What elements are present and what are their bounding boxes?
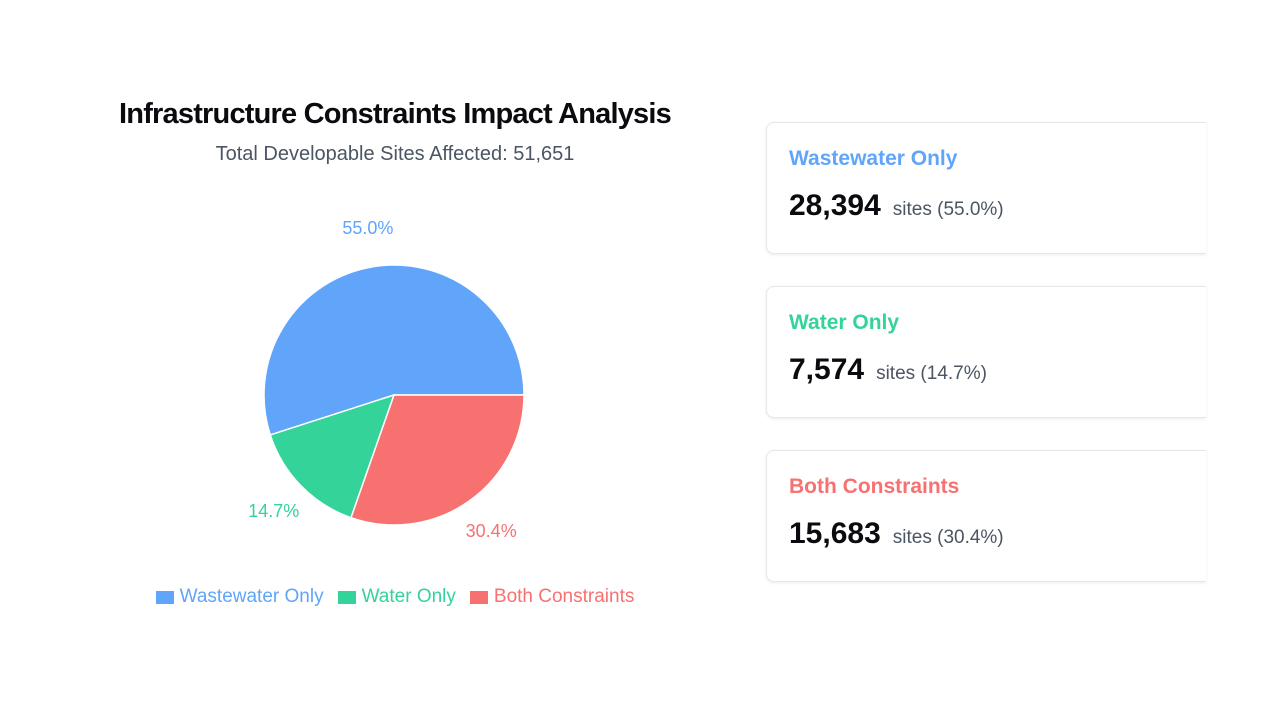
legend-label-both: Both Constraints xyxy=(493,586,635,607)
legend-swatch-water xyxy=(337,590,356,604)
card-value-row-water: 7,574 sites (14.7%) xyxy=(789,353,1206,387)
legend-swatch-wastewater xyxy=(155,590,174,604)
card-value-row-wastewater: 28,394 sites (55.0%) xyxy=(789,189,1206,223)
pie-chart: 55.0% 14.7% 30.4% xyxy=(248,218,525,541)
legend-item-both[interactable]: Both Constraints xyxy=(469,586,635,608)
legend-swatch-both xyxy=(469,590,488,604)
pie-slice-water[interactable] xyxy=(269,393,396,519)
summary-cards: Wastewater Only 28,394 sites (55.0%) Wat… xyxy=(766,122,1206,614)
card-unit-both: sites (30.4%) xyxy=(892,527,1004,548)
chart-subtitle: Total Developable Sites Affected: 51,651 xyxy=(215,143,575,165)
legend-label-wastewater: Wastewater Only xyxy=(179,586,324,607)
legend-label-water: Water Only xyxy=(361,586,456,607)
legend-item-wastewater[interactable]: Wastewater Only xyxy=(155,586,324,608)
pie-slice-both[interactable] xyxy=(350,394,525,526)
legend-item-water[interactable]: Water Only xyxy=(337,586,456,608)
card-water: Water Only 7,574 sites (14.7%) xyxy=(766,286,1206,418)
chart-title: Infrastructure Constraints Impact Analys… xyxy=(119,98,672,130)
card-unit-wastewater: sites (55.0%) xyxy=(892,199,1004,220)
card-title-water: Water Only xyxy=(789,311,900,334)
card-value-both: 15,683 xyxy=(789,517,881,550)
card-value-wastewater: 28,394 xyxy=(789,189,881,222)
chart-legend: Wastewater Only Water Only Both Constrai… xyxy=(80,586,710,608)
card-both: Both Constraints 15,683 sites (30.4%) xyxy=(766,450,1206,582)
card-unit-water: sites (14.7%) xyxy=(876,363,987,384)
chart-panel: Infrastructure Constraints Impact Analys… xyxy=(80,90,710,630)
pie-slice-wastewater[interactable] xyxy=(263,264,525,436)
pie-label-wastewater: 55.0% xyxy=(342,218,393,238)
card-value-water: 7,574 xyxy=(789,353,865,386)
card-title-both: Both Constraints xyxy=(789,475,960,498)
card-value-row-both: 15,683 sites (30.4%) xyxy=(789,517,1206,551)
card-title-wastewater: Wastewater Only xyxy=(789,147,958,170)
pie-label-water: 14.7% xyxy=(248,501,299,521)
card-wastewater: Wastewater Only 28,394 sites (55.0%) xyxy=(766,122,1206,254)
pie-label-both: 30.4% xyxy=(466,521,517,541)
